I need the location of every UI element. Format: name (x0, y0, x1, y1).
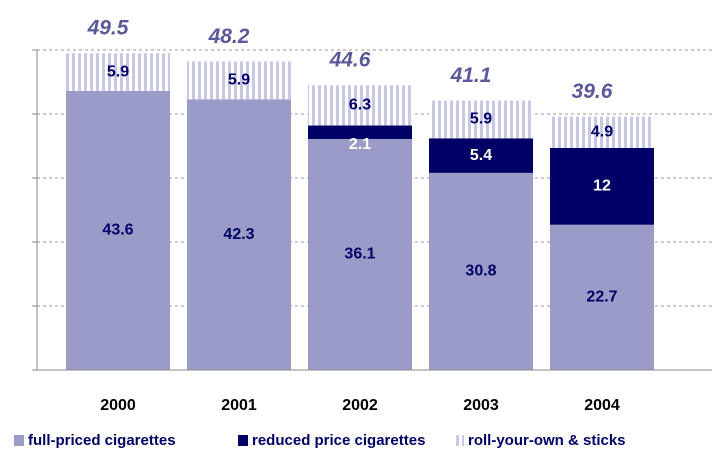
total-label: 48.2 (208, 25, 250, 48)
bar-segment (550, 147, 654, 225)
bar-segment (308, 85, 412, 126)
bar-segment (66, 53, 170, 91)
total-label: 44.6 (329, 49, 371, 72)
legend-swatch (14, 435, 24, 446)
data-label: 22.7 (586, 289, 617, 306)
legend-swatch (238, 435, 248, 446)
bar-segment (429, 138, 533, 173)
data-label: 30.8 (465, 263, 496, 280)
data-label: 43.6 (102, 222, 133, 239)
bar-segment (187, 99, 291, 370)
data-label: 5.9 (107, 63, 129, 80)
data-label: 12 (593, 178, 611, 195)
data-label: 36.1 (344, 246, 375, 263)
bar-segment (550, 116, 654, 148)
x-tick-label: 2001 (221, 397, 257, 414)
x-tick-label: 2000 (100, 397, 136, 414)
total-label: 49.5 (87, 17, 129, 40)
legend-label: reduced price cigarettes (252, 432, 425, 449)
bar-segment (429, 100, 533, 139)
data-label: 5.9 (228, 72, 250, 89)
bar-segment (66, 90, 170, 371)
data-label: 6.3 (349, 97, 371, 114)
x-tick-label: 2002 (342, 397, 378, 414)
bar-segment (187, 61, 291, 100)
data-label: 4.9 (591, 123, 613, 140)
total-label: 41.1 (450, 64, 492, 87)
legend-label: full-priced cigarettes (28, 432, 176, 449)
legend-label: roll-your-own & sticks (468, 432, 626, 449)
bar-segment (308, 125, 412, 139)
x-tick-label: 2003 (463, 397, 499, 414)
data-label: 5.4 (470, 147, 492, 164)
bar-segment (550, 224, 654, 370)
data-label: 42.3 (223, 226, 254, 243)
bar-segment (429, 172, 533, 370)
legend-swatch (454, 435, 464, 446)
data-label: 2.1 (349, 136, 371, 153)
bar-segment (308, 138, 412, 370)
x-tick-label: 2004 (584, 397, 620, 414)
data-label: 5.9 (470, 111, 492, 128)
total-label: 39.6 (572, 80, 613, 103)
